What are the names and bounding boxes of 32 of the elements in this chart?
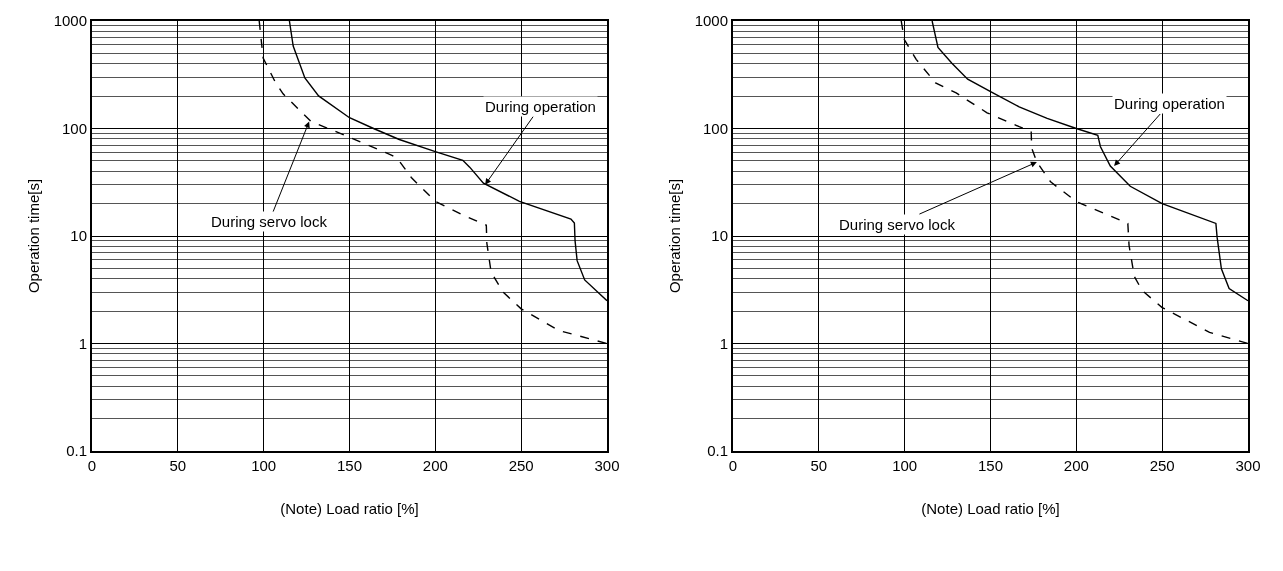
x-tick-label: 50 <box>169 457 187 474</box>
x-axis-title: (Note) Load ratio [%] <box>280 499 419 517</box>
y-tick-label: 100 <box>61 119 87 137</box>
y-tick-label: 10 <box>70 227 87 245</box>
y-tick-label: 1 <box>78 334 87 352</box>
x-tick-label: 300 <box>1235 457 1261 474</box>
y-tick-label: 0.1 <box>707 442 728 460</box>
x-axis-title: (Note) Load ratio [%] <box>921 499 1060 517</box>
y-tick-label: 1000 <box>694 12 728 30</box>
x-tick-label: 250 <box>1149 457 1175 474</box>
x-tick-label: 200 <box>422 457 448 474</box>
x-tick-label: 150 <box>977 457 1004 474</box>
x-tick-label: 0 <box>87 457 97 474</box>
x-tick-label: 200 <box>1063 457 1089 474</box>
y-tick-label: 1 <box>719 334 728 352</box>
y-tick-label: 10 <box>711 227 728 245</box>
y-axis-title: Operation time[s] <box>25 178 43 294</box>
annotation: During operation <box>1114 95 1225 112</box>
annotation: During servo lock <box>839 216 956 233</box>
y-tick-label: 100 <box>702 119 728 137</box>
x-tick-label: 150 <box>336 457 363 474</box>
x-tick-label: 300 <box>594 457 620 474</box>
annotation: During servo lock <box>211 213 328 230</box>
x-tick-label: 0 <box>728 457 738 474</box>
y-tick-label: 0.1 <box>66 442 87 460</box>
x-tick-label: 50 <box>810 457 828 474</box>
x-tick-label: 250 <box>508 457 534 474</box>
x-tick-label: 100 <box>892 457 918 474</box>
y-axis-title: Operation time[s] <box>666 178 684 294</box>
annotation: During operation <box>485 98 596 115</box>
x-tick-label: 100 <box>251 457 277 474</box>
y-tick-label: 1000 <box>53 12 87 30</box>
